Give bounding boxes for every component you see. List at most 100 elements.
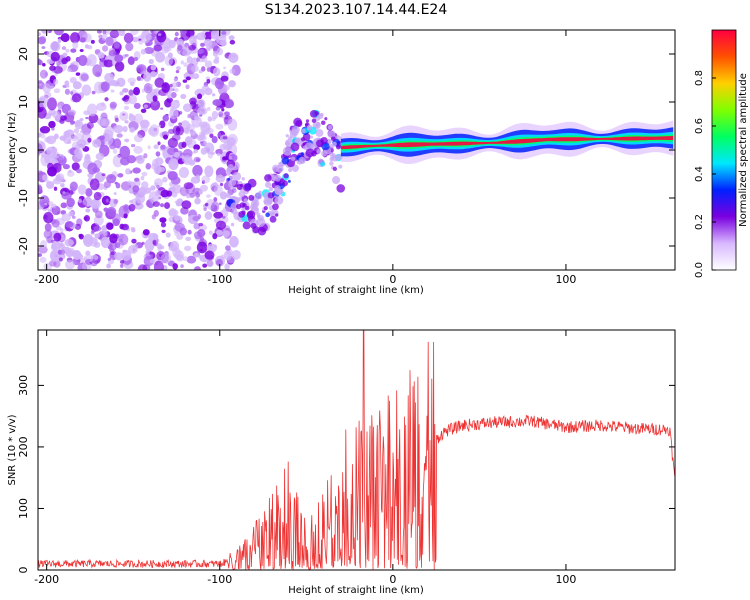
noise-blob	[185, 84, 190, 90]
noise-blob	[46, 97, 58, 111]
noise-blob	[102, 30, 107, 35]
noise-blob	[215, 220, 227, 230]
noise-blob	[148, 58, 154, 65]
y-tick-label: -10	[17, 189, 30, 207]
noise-blob	[135, 192, 146, 204]
noise-blob	[105, 198, 109, 203]
transition-blob	[229, 179, 237, 186]
transition-blob	[265, 181, 272, 188]
transition-blob	[327, 130, 336, 139]
noise-blob	[199, 248, 204, 252]
noise-blob	[59, 118, 65, 124]
bottom-x-ticks: -200 -100 0 100	[34, 330, 576, 586]
noise-blob	[140, 30, 151, 44]
transition-blob	[255, 192, 263, 200]
colorbar-tick-label: 0.0	[694, 262, 705, 278]
noise-blob	[133, 102, 141, 110]
colorbar-ticks: 0.0 0.2 0.4 0.6 0.8	[694, 70, 716, 278]
noise-blob	[125, 42, 134, 52]
noise-blob	[38, 32, 42, 37]
noise-blob	[52, 110, 61, 119]
noise-blob	[57, 249, 62, 255]
noise-blob	[167, 94, 172, 99]
noise-blob	[110, 251, 115, 256]
noise-blob	[156, 30, 167, 43]
noise-blob	[106, 222, 114, 230]
noise-blob	[62, 52, 68, 57]
transition-blob	[254, 207, 258, 211]
noise-blob	[211, 110, 219, 120]
transition-blob	[331, 155, 339, 162]
noise-blob	[196, 32, 206, 41]
noise-blob	[118, 233, 129, 246]
top-y-axis-label: Frequency (Hz)	[7, 112, 18, 188]
noise-blob	[192, 215, 200, 222]
transition-blob	[272, 164, 280, 173]
noise-blob	[203, 207, 207, 212]
noise-blob	[166, 190, 173, 197]
noise-blob	[212, 93, 216, 97]
transition-blob	[317, 113, 324, 120]
noise-blob	[164, 55, 174, 66]
noise-blob	[86, 45, 93, 50]
noise-blob	[152, 100, 158, 106]
transition-blob	[320, 161, 326, 167]
transition-blob	[282, 146, 292, 156]
noise-blob	[230, 222, 235, 227]
noise-blob	[106, 263, 111, 269]
noise-blob	[128, 114, 136, 122]
transition-blob	[256, 217, 266, 227]
transition-blob	[274, 196, 284, 205]
noise-blob	[112, 218, 120, 227]
noise-blob	[96, 30, 102, 34]
transition-blob	[243, 198, 248, 203]
transition-blob	[274, 174, 282, 182]
transition-blob	[309, 135, 314, 139]
noise-blob	[66, 139, 72, 145]
noise-blob	[50, 41, 61, 52]
noise-blob	[204, 211, 213, 220]
noise-blob	[153, 44, 163, 52]
transition-blob	[238, 196, 243, 201]
noise-blob	[70, 91, 74, 95]
noise-blob	[143, 255, 154, 267]
noise-blob	[180, 60, 184, 65]
transition-blob	[338, 164, 343, 169]
noise-blob	[78, 198, 83, 204]
colorbar-tick-label: 0.8	[694, 70, 705, 86]
noise-blob	[132, 167, 141, 174]
noise-blob	[231, 188, 237, 194]
y-tick-label: 10	[17, 95, 30, 109]
noise-blob	[72, 81, 82, 90]
noise-blob	[108, 208, 113, 212]
noise-blob	[124, 138, 130, 143]
noise-blob	[97, 52, 105, 59]
noise-blob	[149, 258, 155, 264]
noise-blob	[38, 82, 43, 86]
noise-blob	[51, 203, 57, 209]
noise-blob	[229, 68, 236, 74]
noise-blob	[212, 50, 219, 57]
noise-blob	[104, 97, 109, 102]
x-tick-label: -200	[34, 273, 59, 286]
noise-blob	[49, 249, 61, 262]
spectrogram-heatmap	[38, 30, 674, 270]
noise-blob	[174, 87, 179, 93]
noise-blob	[114, 61, 125, 72]
noise-blob	[44, 91, 52, 99]
noise-blob	[53, 232, 62, 242]
noise-blob	[213, 67, 221, 77]
noise-blob	[123, 105, 130, 111]
noise-blob	[86, 121, 94, 129]
noise-blob	[153, 144, 159, 150]
noise-blob	[129, 199, 134, 204]
transition-blob	[230, 202, 239, 211]
y-tick-label: 0	[17, 147, 30, 154]
noise-blob	[143, 71, 152, 82]
noise-blob	[144, 238, 155, 252]
noise-blob	[110, 89, 115, 93]
transition-blob	[288, 167, 293, 173]
noise-blob	[39, 125, 51, 134]
transition-blob	[268, 186, 274, 192]
transition-blob	[315, 128, 324, 137]
